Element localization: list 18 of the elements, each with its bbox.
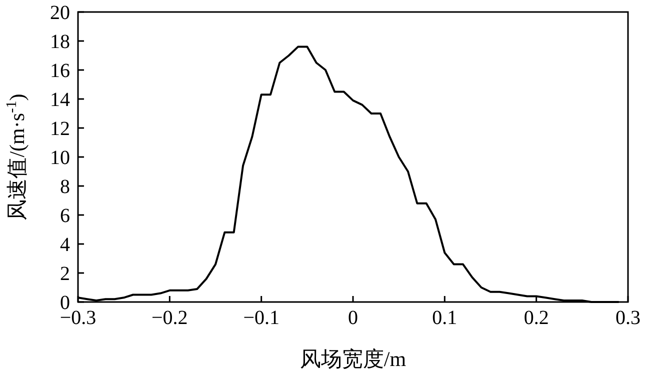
y-tick-label: 6 — [60, 205, 70, 227]
x-tick-label: 0 — [348, 307, 358, 329]
x-tick-label: −0.2 — [152, 307, 188, 329]
y-tick-label: 4 — [60, 234, 70, 256]
y-tick-label: 18 — [50, 31, 70, 53]
x-tick-label: 0.2 — [524, 307, 549, 329]
y-tick-label: 20 — [50, 2, 70, 24]
x-tick-label: 0.3 — [616, 307, 640, 329]
y-tick-label: 2 — [60, 263, 70, 285]
y-tick-label: 0 — [60, 292, 70, 314]
y-tick-label: 10 — [50, 147, 70, 169]
y-tick-label: 12 — [50, 118, 70, 140]
x-tick-label: 0.1 — [432, 307, 458, 329]
y-tick-label: 16 — [50, 60, 70, 82]
y-tick-label: 14 — [50, 89, 70, 111]
y-tick-label: 8 — [60, 176, 70, 198]
x-tick-label: −0.1 — [243, 307, 280, 329]
x-axis-title: 风场宽度/m — [300, 347, 406, 371]
